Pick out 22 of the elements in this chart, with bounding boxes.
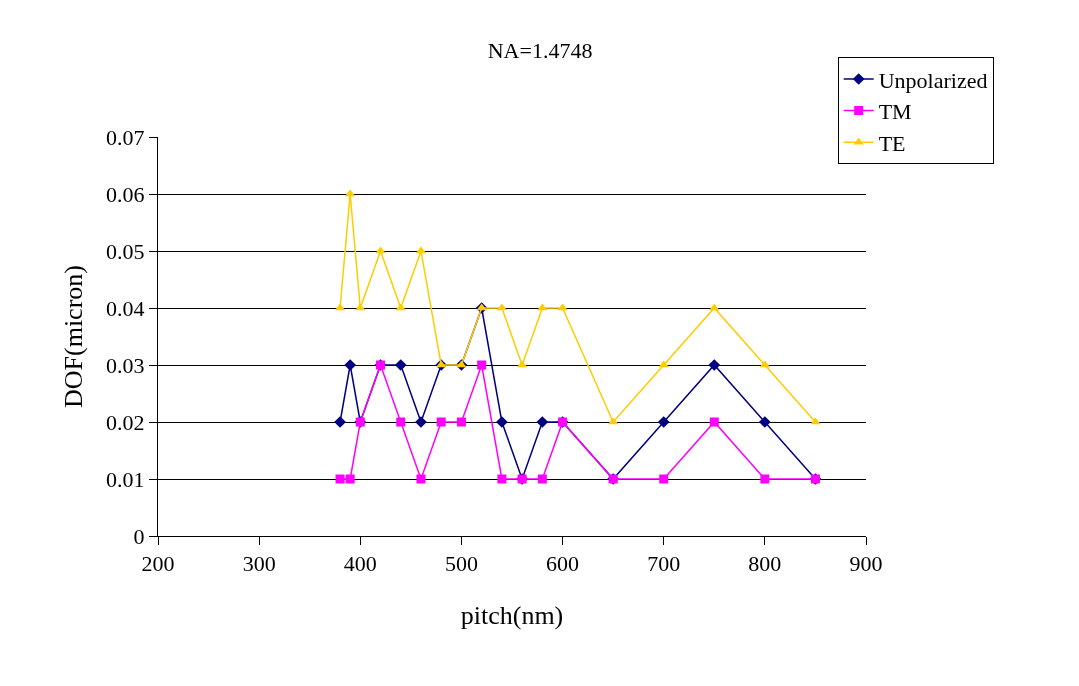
y-axis-title: DOF(micron): [59, 265, 89, 408]
legend-label: TM: [878, 99, 912, 125]
x-tick-label: 200: [141, 551, 175, 577]
x-tick-label: 500: [444, 551, 478, 577]
x-tick-label: 800: [748, 551, 782, 577]
y-tick-label: 0.03: [106, 352, 145, 378]
y-tick-label: 0: [133, 523, 145, 549]
y-tick-label: 0.01: [106, 466, 145, 492]
y-tick-label: 0.07: [106, 124, 145, 150]
x-tick-label: 600: [546, 551, 580, 577]
x-tick-label: 900: [849, 551, 883, 577]
y-tick-label: 0.05: [106, 238, 145, 264]
legend-label: TE: [878, 130, 906, 156]
x-tick-label: 400: [343, 551, 377, 577]
x-axis-title: pitch(nm): [460, 601, 564, 631]
y-tick-label: 0.04: [106, 295, 145, 321]
y-tick-label: 0.02: [106, 409, 145, 435]
legend-label: Unpolarized: [878, 67, 988, 93]
x-tick-label: 300: [242, 551, 276, 577]
x-tick-label: 700: [647, 551, 681, 577]
y-tick-label: 0.06: [106, 181, 145, 207]
chart-title: NA=1.4748: [487, 37, 593, 63]
